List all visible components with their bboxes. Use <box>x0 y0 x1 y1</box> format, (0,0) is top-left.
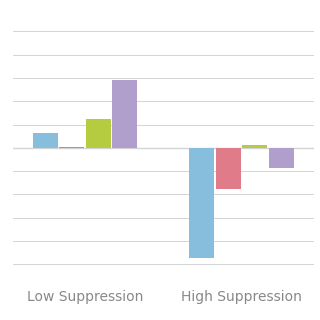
Bar <box>189 148 214 258</box>
Bar <box>33 133 58 148</box>
Bar <box>86 119 111 148</box>
Bar <box>242 146 267 148</box>
Bar <box>59 147 84 148</box>
Bar <box>268 148 294 168</box>
Bar <box>112 80 137 148</box>
Bar <box>216 148 241 188</box>
